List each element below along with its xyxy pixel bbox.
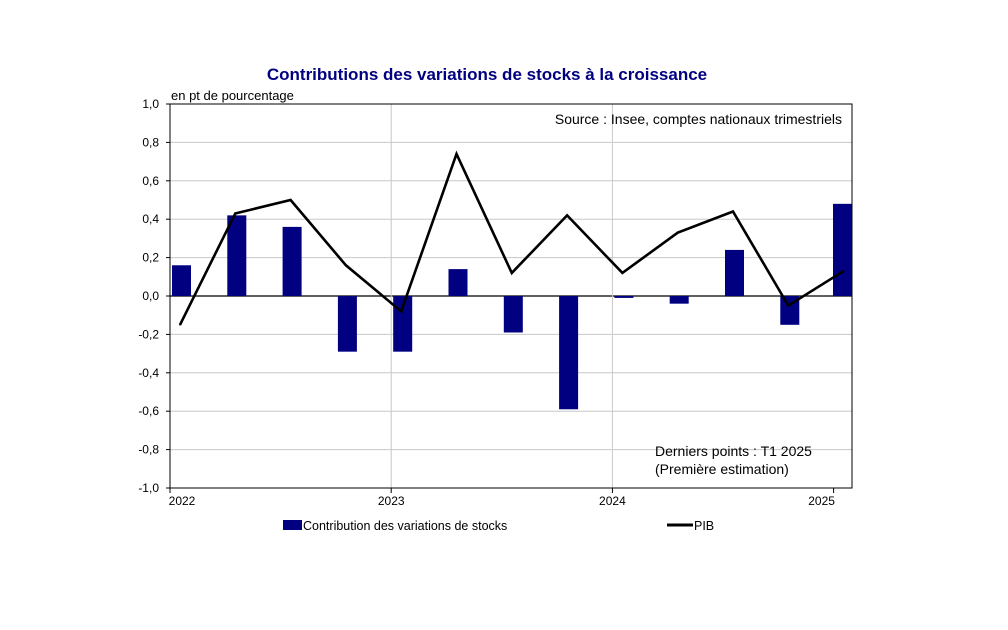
x-axis: 2022 2023 2024 2025 (169, 488, 835, 508)
point-pib (676, 231, 679, 234)
x-tick-label: 2025 (808, 494, 835, 508)
last-points-note-line1: Derniers points : T1 2025 (655, 443, 812, 459)
point-pib (234, 212, 237, 215)
point-pib (732, 210, 734, 213)
legend: Contribution des variations de stocks PI… (283, 519, 714, 533)
y-tick-label: -0,8 (138, 443, 159, 457)
legend-label-pib: PIB (694, 519, 714, 533)
chart-title: Contributions des variations de stocks à… (267, 65, 707, 84)
bar-stocks (282, 226, 302, 296)
y-axis: 1,0 0,8 0,6 0,4 0,2 0,0 -0,2 -0,4 -0,6 -0,8 -1,0 (138, 97, 170, 495)
y-tick-label: -0,2 (138, 327, 159, 341)
source-note: Source : Insee, comptes nationaux trimes… (555, 111, 842, 127)
point-pib (289, 199, 292, 201)
bar-stocks (614, 296, 634, 298)
point-pib (345, 264, 347, 267)
y-tick-label: 1,0 (142, 97, 159, 111)
point-pib (179, 324, 181, 326)
line-series (178, 150, 845, 326)
point-pib (400, 310, 403, 313)
y-tick-label: 0,8 (142, 135, 159, 149)
x-tick-label: 2023 (378, 494, 405, 508)
point-pib (842, 270, 845, 272)
y-tick-label: -0,6 (138, 404, 159, 418)
point-pib (787, 304, 790, 307)
y-tick-label: 0,6 (142, 174, 159, 188)
y-tick-label: 0,4 (142, 212, 159, 226)
bar-stocks (337, 296, 357, 352)
last-points-note-line2: (Première estimation) (655, 461, 789, 477)
legend-swatch-stocks (283, 520, 302, 530)
bar-stocks (669, 296, 689, 304)
bar-stocks (448, 269, 468, 296)
y-tick-label: -0,4 (138, 366, 159, 380)
legend-label-stocks: Contribution des variations de stocks (303, 519, 507, 533)
y-tick-label: 0,2 (142, 251, 159, 265)
bar-stocks (559, 296, 579, 410)
bar-stocks (725, 249, 744, 296)
x-tick-label: 2022 (169, 494, 196, 508)
point-pib (511, 272, 513, 274)
bar-series (172, 203, 852, 410)
y-tick-label: 0,0 (142, 289, 159, 303)
bar-stocks (172, 265, 191, 296)
y-tick-label: -1,0 (138, 481, 159, 495)
point-pib (621, 272, 624, 274)
x-tick-label: 2024 (599, 494, 626, 508)
point-pib (455, 153, 458, 155)
bar-stocks (503, 296, 523, 333)
bar-stocks (227, 215, 247, 296)
point-pib (566, 214, 568, 217)
y-unit-label: en pt de pourcentage (171, 88, 294, 103)
bar-stocks (833, 203, 852, 296)
